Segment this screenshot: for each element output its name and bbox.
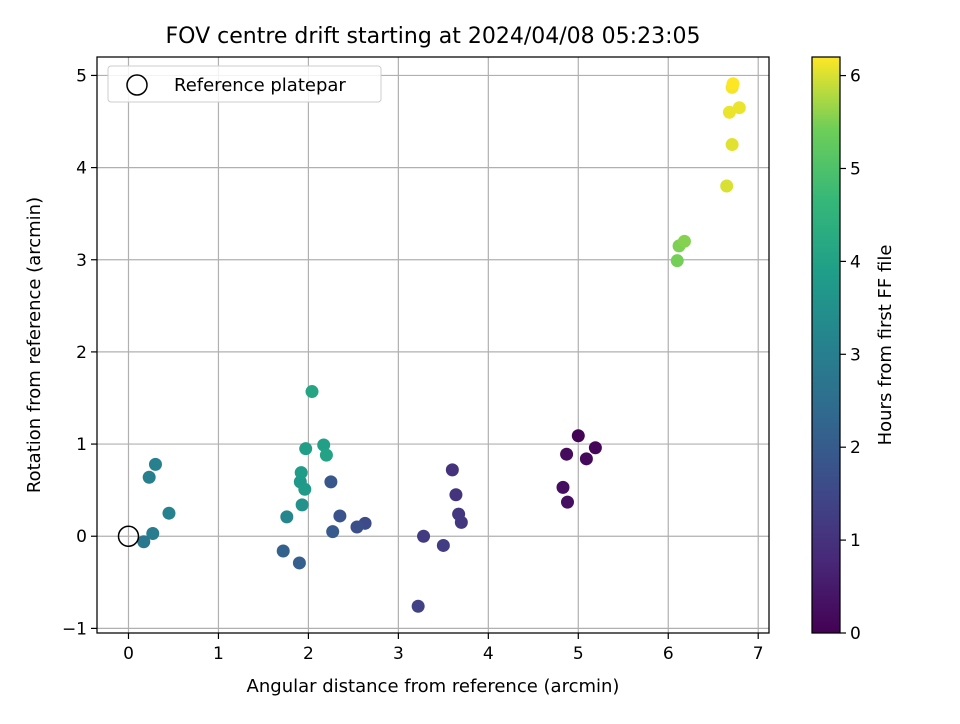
data-point [292, 556, 306, 570]
data-point [732, 101, 746, 115]
legend: Reference platepar [107, 65, 382, 103]
data-point [326, 525, 340, 539]
x-axis-label: Angular distance from reference (arcmin) [247, 676, 620, 697]
colorbar: 0 1 2 3 4 5 6 Hours from first FF file [811, 56, 896, 644]
reference-marker-group [117, 525, 140, 547]
data-point [677, 234, 691, 248]
data-point [324, 475, 338, 489]
y-tick-label: 4 [76, 159, 87, 179]
data-point [588, 441, 602, 455]
colorbar-ticks: 0 1 2 3 4 5 6 [840, 67, 861, 644]
data-point [560, 447, 574, 461]
grid-lines [97, 57, 769, 633]
data-point [146, 526, 160, 540]
y-axis-ticks: −1 0 1 2 3 4 5 [62, 66, 97, 639]
x-tick-label: 7 [753, 644, 764, 664]
data-point [411, 599, 425, 613]
colorbar-tick-label: 3 [850, 345, 861, 365]
colorbar-label: Hours from first FF file [875, 245, 896, 446]
data-point [720, 179, 734, 193]
data-point [722, 105, 736, 119]
colorbar-tick-label: 5 [850, 159, 861, 179]
data-point [445, 463, 459, 477]
reference-point-marker [117, 525, 140, 547]
data-point [137, 535, 151, 549]
data-point [317, 438, 331, 452]
y-axis-label: Rotation from reference (arcmin) [24, 197, 45, 493]
data-point [560, 495, 574, 509]
data-point [417, 529, 431, 543]
legend-entry-label: Reference platepar [174, 75, 346, 96]
colorbar-tick-label: 2 [850, 438, 861, 458]
x-tick-label: 4 [483, 644, 494, 664]
data-point [298, 482, 312, 496]
data-point [350, 520, 364, 534]
data-point [142, 470, 156, 484]
data-point [670, 254, 684, 268]
colorbar-tick-label: 0 [850, 624, 861, 644]
colorbar-gradient [811, 56, 841, 634]
data-point [436, 538, 450, 552]
data-point [726, 77, 740, 91]
data-point [162, 506, 176, 520]
data-point [725, 138, 739, 152]
data-point [280, 510, 294, 524]
data-point [556, 480, 570, 494]
data-point [319, 448, 333, 462]
y-tick-label: 3 [76, 251, 87, 271]
data-points [137, 77, 746, 613]
plot-area [96, 56, 770, 634]
x-tick-label: 0 [123, 644, 134, 664]
plot-frame [96, 56, 770, 634]
data-point [276, 544, 290, 558]
x-tick-label: 2 [303, 644, 314, 664]
data-point [294, 466, 308, 480]
y-tick-label: −1 [62, 619, 87, 639]
y-tick-label: 5 [76, 66, 87, 86]
x-tick-label: 1 [213, 644, 224, 664]
colorbar-tick-label: 6 [850, 67, 861, 87]
y-tick-label: 0 [76, 527, 87, 547]
x-tick-label: 5 [573, 644, 584, 664]
colorbar-tick-label: 1 [850, 531, 861, 551]
legend-box [107, 65, 382, 103]
y-tick-label: 1 [76, 435, 87, 455]
data-point [454, 515, 468, 529]
colorbar-tick-label: 4 [850, 252, 861, 272]
data-point [305, 385, 319, 399]
data-point [333, 509, 347, 523]
data-point [449, 488, 463, 502]
legend-marker-icon [126, 74, 148, 96]
chart-title: FOV centre drift starting at 2024/04/08 … [166, 24, 701, 49]
data-point [299, 442, 313, 456]
x-tick-label: 3 [393, 644, 404, 664]
data-point [295, 498, 309, 512]
data-point [148, 457, 162, 471]
x-axis-ticks: 0 1 2 3 4 5 6 7 [123, 633, 764, 664]
data-point [571, 429, 585, 443]
y-tick-label: 2 [76, 343, 87, 363]
data-point [579, 452, 593, 466]
plot-background [97, 57, 769, 633]
x-tick-label: 6 [663, 644, 674, 664]
